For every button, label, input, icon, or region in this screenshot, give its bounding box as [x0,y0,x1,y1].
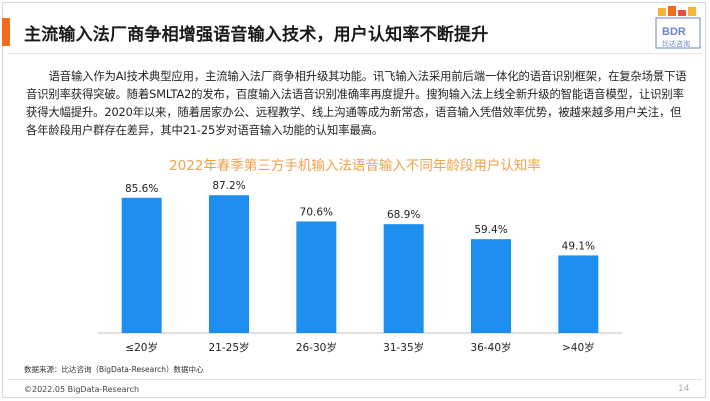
bar [383,224,424,333]
x-tick-label: ≤20岁 [125,341,158,354]
title-bar: 主流输入法厂商争相增强语音输入技术，用户认知率不断提升 [2,14,642,46]
bar [209,195,249,333]
data-source: 数据来源：比达咨询（BigData-Research）数据中心 [24,365,204,374]
x-tick-label: 26-30岁 [296,341,337,354]
header-divider [8,53,702,54]
page-number: 14 [678,384,690,394]
body-paragraph: 语音输入作为AI技术典型应用，主流输入法厂商争相升级其功能。讯飞输入法采用前后端… [26,70,687,137]
slide-frame [2,2,706,398]
copyright: ©2022.05 BigData-Research [24,385,140,394]
bdr-logo: BDR 比达咨询 [652,6,704,50]
bar [121,197,162,333]
x-tick-label: 21-25岁 [208,341,249,354]
data-label: 87.2% [212,180,245,192]
bar [296,221,337,333]
data-label: 59.4% [474,224,507,236]
logo-icon [655,6,701,49]
title-accent-bar [2,18,10,46]
bar [558,255,599,333]
chart-title: 2022年春季第三方手机输入法语音输入不同年龄段用户认知率 [169,158,541,174]
footer-divider [8,379,702,380]
data-label: 68.9% [387,209,420,221]
x-tick-label: >40岁 [562,341,595,354]
data-label: 49.1% [562,240,595,252]
x-tick-label: 36-40岁 [470,341,511,354]
logo-text: BDR [662,26,686,38]
bar [471,239,511,333]
x-tick-label: 31-35岁 [383,341,424,354]
logo-subtext: 比达咨询 [662,40,690,48]
data-label: 70.6% [300,206,333,218]
page-title: 主流输入法厂商争相增强语音输入技术，用户认知率不断提升 [24,25,489,45]
data-label: 85.6% [125,183,158,195]
